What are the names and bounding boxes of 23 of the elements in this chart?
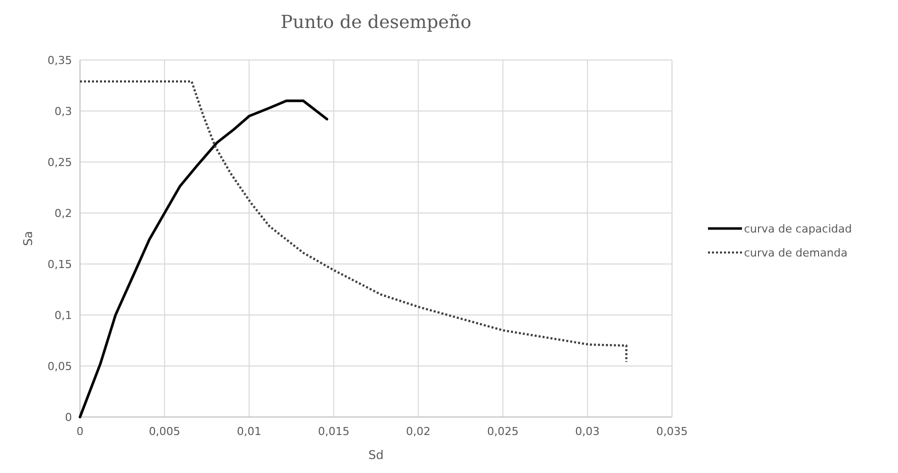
y-tick-label: 0,05 <box>48 360 72 373</box>
y-tick-label: 0,15 <box>48 258 72 271</box>
y-tick-label: 0,35 <box>48 54 72 67</box>
y-tick-label: 0 <box>65 411 72 424</box>
chart-title: Punto de desempeño <box>280 12 472 33</box>
y-axis-title: Sa <box>21 231 35 246</box>
line-series <box>78 80 628 364</box>
legend-label: curva de capacidad <box>744 222 852 236</box>
x-axis-title: Sd <box>368 448 384 462</box>
x-tick-label: 0,025 <box>487 425 519 438</box>
y-tick-label: 0,2 <box>54 207 72 220</box>
x-tick-label: 0 <box>76 425 84 438</box>
x-tick-label: 0,03 <box>575 425 600 438</box>
y-tick-label: 0,25 <box>48 156 72 169</box>
x-tick-label: 0,005 <box>148 425 180 438</box>
x-tick-label: 0,035 <box>656 425 688 438</box>
x-tick-label: 0,015 <box>318 425 350 438</box>
x-tick-label: 0,01 <box>236 425 262 438</box>
y-tick-label: 0,3 <box>54 105 72 118</box>
y-tick-label: 0,1 <box>54 309 72 322</box>
line-series <box>78 100 328 418</box>
legend-label: curva de demanda <box>744 246 848 260</box>
x-tick-label: 0,02 <box>406 425 431 438</box>
